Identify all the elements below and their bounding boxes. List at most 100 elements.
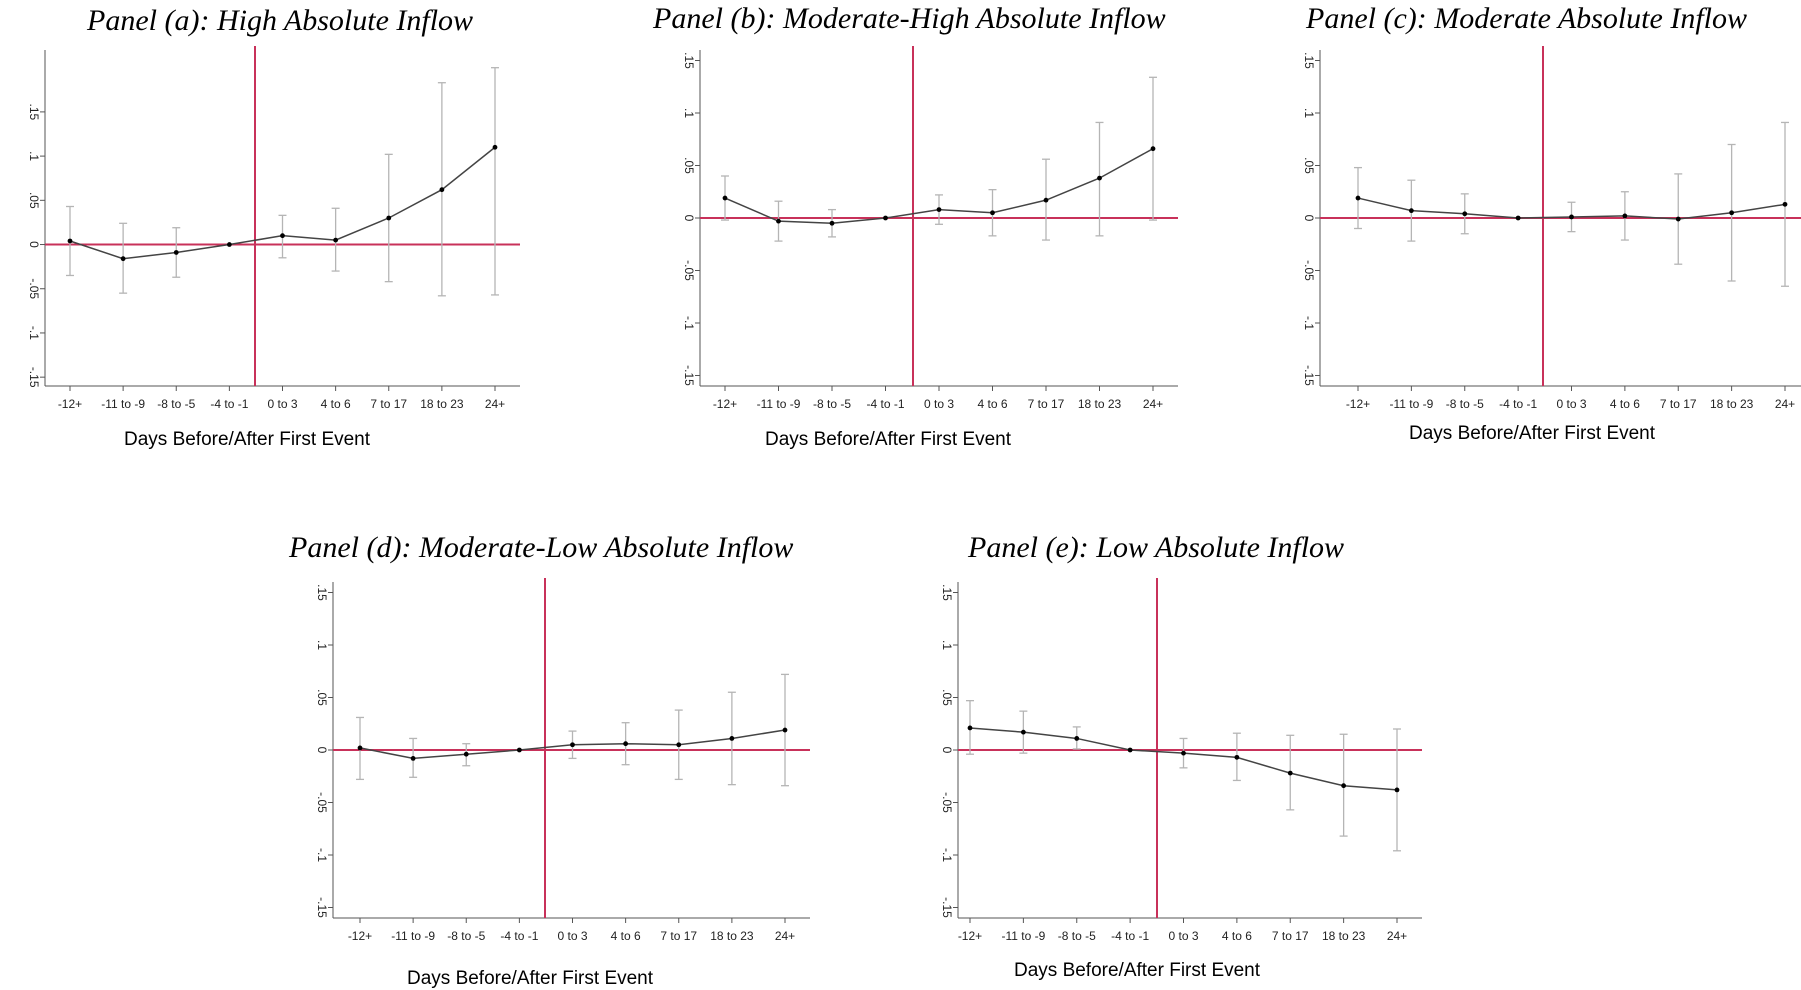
panel-e-data-point <box>1287 770 1293 776</box>
panel-d-y-tick-label: 0 <box>315 747 329 754</box>
panel-c-y-tick-label: .05 <box>1302 157 1316 174</box>
panel-d-data-point <box>516 747 522 753</box>
panel-e-y-tick-label: -.15 <box>940 897 954 918</box>
panel-d-data-point <box>676 742 682 748</box>
panel-a-data-point <box>492 144 498 150</box>
panel-c-data-point <box>1408 208 1414 214</box>
panel-d-y-tick-label: -.1 <box>315 848 329 862</box>
panel-b-data-point <box>829 220 835 226</box>
panel-e-y-tick-label: .1 <box>940 640 954 650</box>
panel-a-x-tick-label: 0 to 3 <box>267 397 297 411</box>
panel-d-title: Panel (d): Moderate-Low Absolute Inflow <box>289 531 794 564</box>
panel-a-x-tick-label: -8 to -5 <box>157 397 195 411</box>
panel-e-data-point <box>1074 736 1080 741</box>
panel-e-x-axis-label: Days Before/After First Event <box>1014 960 1261 981</box>
panel-e-data-point <box>1127 747 1133 753</box>
panel-a-y-tick-label: .05 <box>27 192 41 209</box>
panel-c-data-point <box>1462 211 1468 217</box>
panel-a-y-tick-label: .15 <box>27 104 41 121</box>
panel-d-data-point <box>782 727 788 733</box>
panel-a-data-point <box>120 256 126 262</box>
panel-b-data-point <box>936 207 942 213</box>
panel-b-title: Panel (b): Moderate-High Absolute Inflow <box>653 2 1166 35</box>
panel-d-x-tick-label: -8 to -5 <box>447 929 485 943</box>
panel-a-data-point <box>386 215 392 221</box>
panel-a-y-tick-label: -.1 <box>27 326 41 340</box>
panel-e-y-tick-label: 0 <box>940 747 954 754</box>
panel-d-data-point <box>463 751 469 757</box>
panel-c-data-point <box>1622 213 1628 219</box>
panel-a-x-tick-label: 24+ <box>485 397 505 411</box>
panel-e-data-point <box>1341 783 1347 789</box>
panel-d-data-point <box>410 756 416 761</box>
panel-e-y-tick-label: -.05 <box>940 792 954 813</box>
panel-e-y-tick-label: .05 <box>940 689 954 706</box>
panel-a-y-tick-label: 0 <box>27 241 41 248</box>
panel-c-x-tick-label: 24+ <box>1775 397 1795 411</box>
panel-b-x-tick-label: 18 to 23 <box>1078 397 1122 411</box>
panel-e-x-tick-label: -11 to -9 <box>1001 929 1045 943</box>
panel-a-x-tick-label: -4 to -1 <box>210 397 248 411</box>
panel-b-y-tick-label: .1 <box>682 108 696 118</box>
panel-a-x-tick-label: -11 to -9 <box>101 397 145 411</box>
panel-a-data-point <box>333 237 339 243</box>
panel-a-data-point <box>67 238 73 244</box>
panel-d-data-point <box>729 736 735 741</box>
panel-a-data-point <box>280 233 285 239</box>
panel-c-data-point <box>1729 210 1735 216</box>
panel-b-y-tick-label: -.05 <box>682 260 696 281</box>
panel-d-data-point <box>623 741 629 747</box>
panel-b-y-tick-label: .05 <box>682 157 696 174</box>
panel-e-x-tick-label: -12+ <box>958 929 982 943</box>
panel-a-x-tick-label: 18 to 23 <box>420 397 464 411</box>
panel-a-x-axis-label: Days Before/After First Event <box>124 429 371 450</box>
panel-d-y-tick-label: .15 <box>315 584 329 601</box>
panel-e-x-tick-label: 24+ <box>1387 929 1407 943</box>
panel-c-x-tick-label: 0 to 3 <box>1556 397 1586 411</box>
panel-c-data-point <box>1569 214 1574 220</box>
panel-b-data-point <box>1150 146 1156 152</box>
panel-d-x-tick-label: 4 to 6 <box>611 929 641 943</box>
panel-e-x-tick-label: 0 to 3 <box>1168 929 1198 943</box>
panel-e-data-point <box>967 725 973 731</box>
panel-b-data-point <box>1043 197 1049 203</box>
panel-b-data-point <box>722 195 728 201</box>
panel-c-y-tick-label: -.05 <box>1302 260 1316 281</box>
panel-c-data-point <box>1515 215 1521 221</box>
panel-b-x-tick-label: -8 to -5 <box>813 397 851 411</box>
panel-c-data-point <box>1675 216 1681 222</box>
panel-b-x-tick-label: 7 to 17 <box>1028 397 1065 411</box>
panel-c-x-tick-label: -4 to -1 <box>1499 397 1537 411</box>
panel-c-y-tick-label: 0 <box>1302 215 1316 222</box>
panel-c-x-tick-label: 18 to 23 <box>1710 397 1754 411</box>
panel-b-y-tick-label: -.1 <box>682 316 696 330</box>
panel-d-x-tick-label: -11 to -9 <box>391 929 435 943</box>
panel-e-data-point <box>1234 754 1240 760</box>
panel-d-x-tick-label: 18 to 23 <box>710 929 754 943</box>
panel-d-y-tick-label: -.05 <box>315 792 329 813</box>
panel-a-data-point <box>226 242 232 247</box>
panel-a-data-point <box>439 187 445 193</box>
panel-b-x-tick-label: -12+ <box>713 397 737 411</box>
panel-c-title: Panel (c): Moderate Absolute Inflow <box>1306 2 1748 35</box>
panel-a-y-tick-label: .1 <box>27 151 41 161</box>
panel-b-x-tick-label: -4 to -1 <box>866 397 904 411</box>
panel-a-title: Panel (a): High Absolute Inflow <box>87 4 474 37</box>
panel-b-x-axis-label: Days Before/After First Event <box>765 429 1012 450</box>
panel-a-y-tick-label: -.15 <box>27 367 41 388</box>
panel-b-data-point <box>883 215 888 221</box>
panel-d-x-axis-label: Days Before/After First Event <box>407 968 654 989</box>
panel-a-x-tick-label: -12+ <box>58 397 82 411</box>
panel-d-x-tick-label: 7 to 17 <box>660 929 697 943</box>
panel-c-data-point <box>1355 195 1361 201</box>
panel-b-data-point <box>1097 175 1102 181</box>
panel-b-x-tick-label: 4 to 6 <box>977 397 1007 411</box>
panel-d-x-tick-label: 0 to 3 <box>557 929 587 943</box>
panel-a-data-point <box>173 250 179 255</box>
panel-d-x-tick-label: -12+ <box>348 929 372 943</box>
